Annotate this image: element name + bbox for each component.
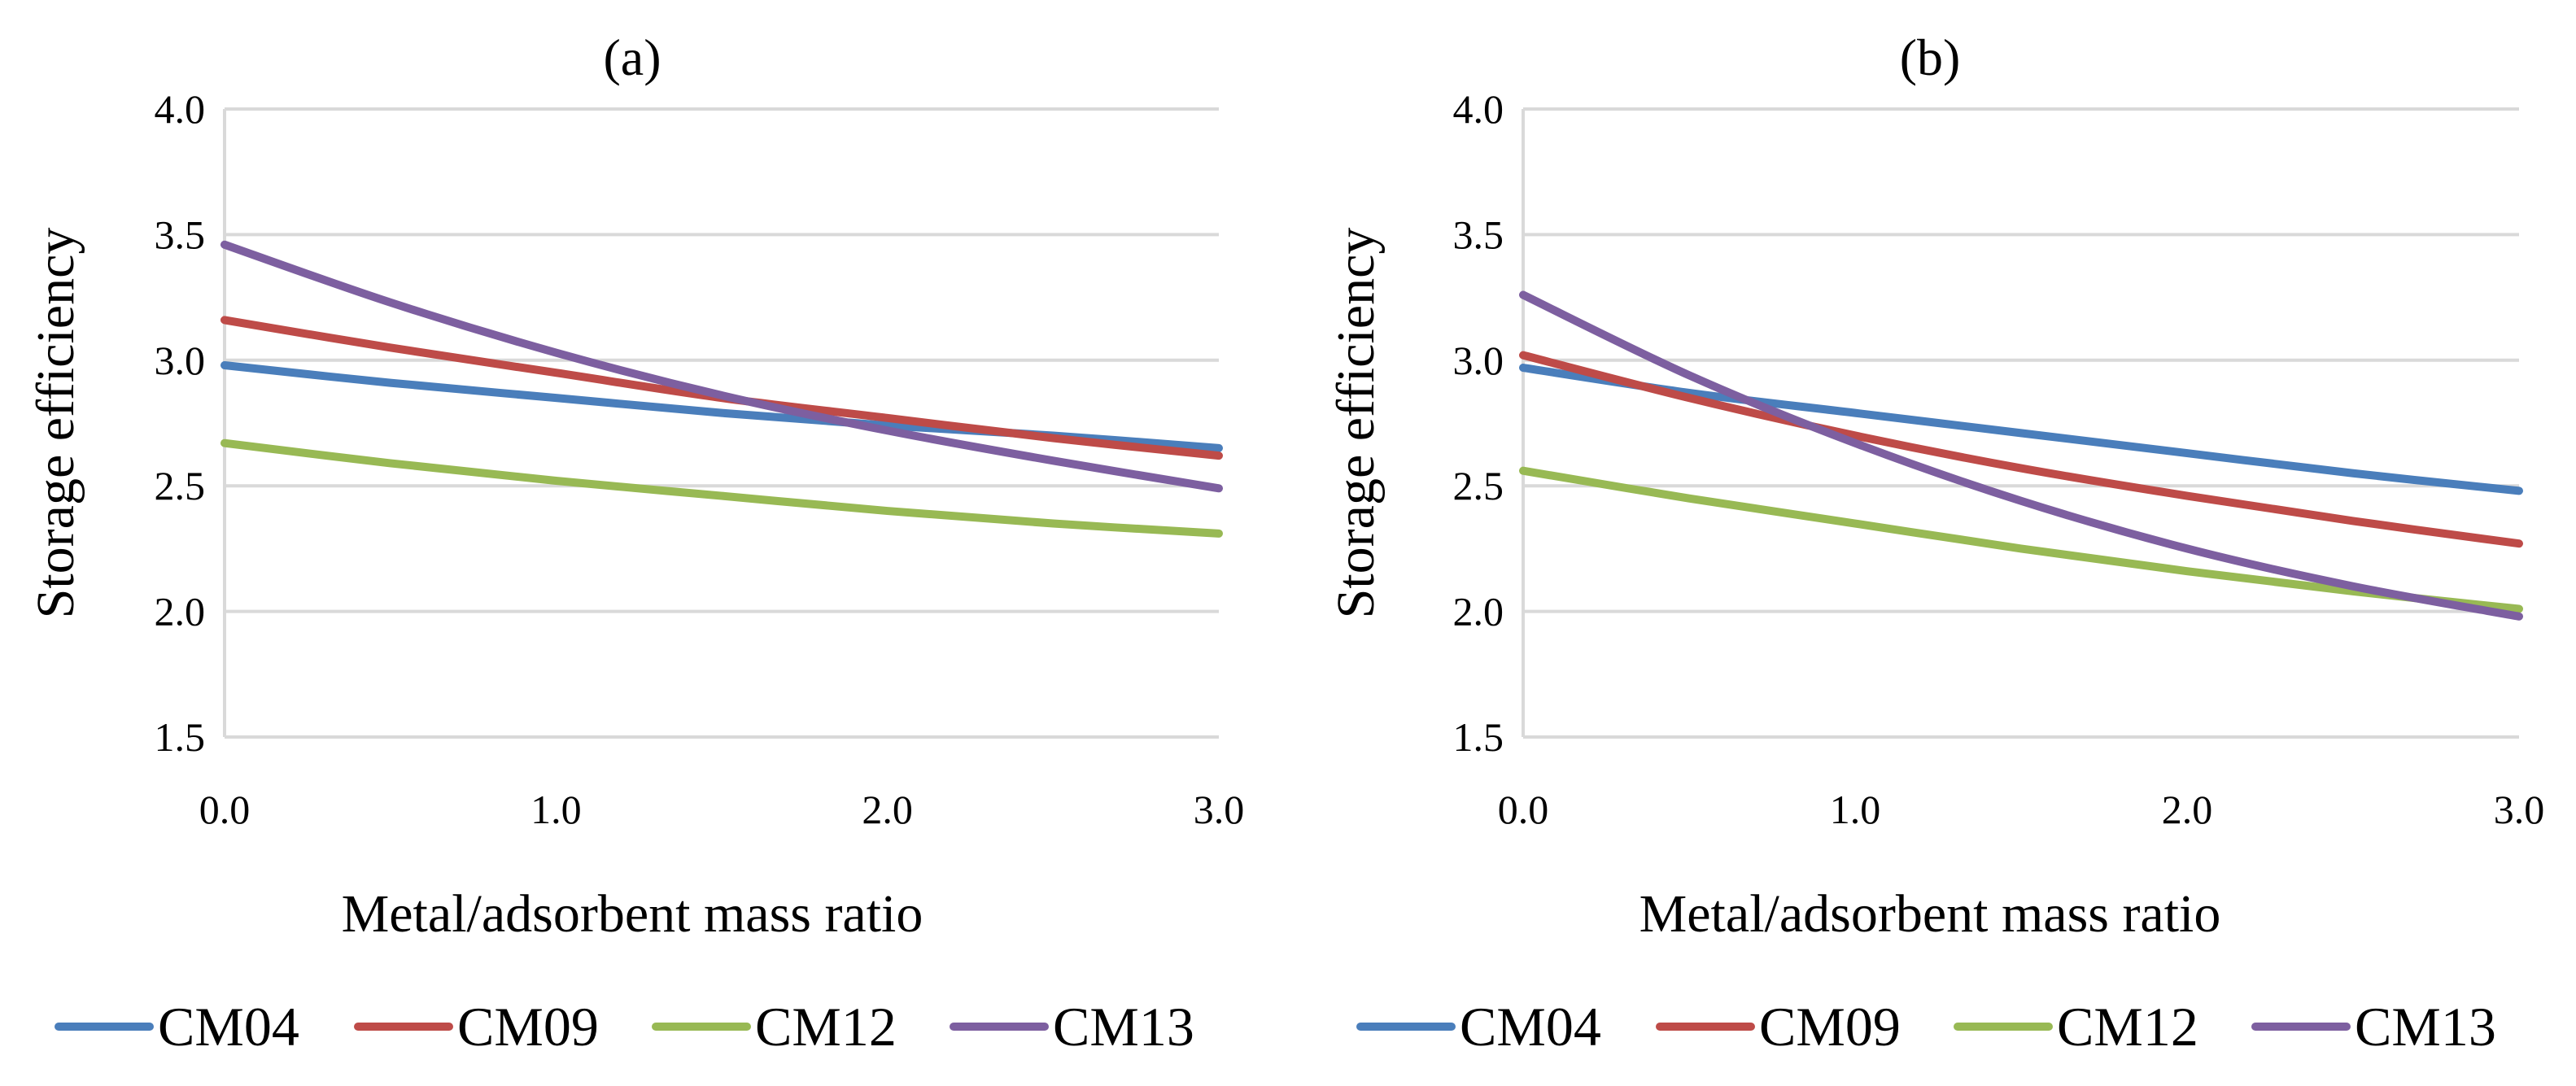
- series-line-cm09: [1519, 351, 2523, 548]
- legend-label-cm12: CM12: [755, 996, 897, 1058]
- x-tick-labels: 0.0 1.0 2.0 3.0: [1498, 787, 2545, 832]
- legend-label-cm13: CM13: [1053, 996, 1194, 1058]
- x-tick-label: 3.0: [1194, 787, 1245, 832]
- gridlines: [225, 107, 1219, 739]
- y-tick-label: 2.5: [155, 463, 206, 508]
- series-line-cm13: [220, 240, 1223, 493]
- y-axis-label: Storage efficiency: [1326, 228, 1386, 619]
- x-tick-label: 0.0: [199, 787, 251, 832]
- x-tick-labels: 0.0 1.0 2.0 3.0: [199, 787, 1245, 832]
- chart-title: (b): [1900, 28, 1961, 86]
- legend-label-cm09: CM09: [1759, 996, 1901, 1058]
- x-axis-label: Metal/adsorbent mass ratio: [1639, 884, 2221, 944]
- x-axis-label: Metal/adsorbent mass ratio: [342, 884, 923, 944]
- chart-panel-b: (b) 1.5 2.0 2.5 3.0 3.5 4.0 0.0 1.0 2.0 3.0 Stor…: [1326, 28, 2544, 1058]
- y-tick-label: 3.0: [1453, 338, 1504, 383]
- legend-label-cm04: CM04: [158, 996, 299, 1058]
- y-tick-label: 4.0: [1453, 86, 1504, 132]
- y-tick-label: 3.5: [155, 212, 206, 257]
- series-lines: [1519, 290, 2523, 621]
- y-tick-label: 3.0: [155, 338, 206, 383]
- x-tick-label: 1.0: [530, 787, 582, 832]
- y-tick-label: 2.5: [1453, 463, 1504, 508]
- series-line-cm04: [1519, 364, 2523, 495]
- legend-label-cm12: CM12: [2057, 996, 2198, 1058]
- chart-panel-a: (a) 1.5 2.0 2.5 3.0 3.5 4.0 0.0 1.0 2.0 3.0 Stor…: [26, 28, 1244, 1058]
- legend-label-cm09: CM09: [457, 996, 599, 1058]
- x-tick-label: 2.0: [862, 787, 913, 832]
- y-tick-label: 3.5: [1453, 212, 1504, 257]
- x-tick-label: 1.0: [1830, 787, 1881, 832]
- series-line-cm12: [1519, 466, 2523, 613]
- legend-label-cm13: CM13: [2355, 996, 2496, 1058]
- gridlines: [1523, 107, 2519, 739]
- series-line-cm12: [220, 438, 1223, 538]
- legend: CM04 CM09 CM12 CM13: [55, 996, 1194, 1058]
- chart-title: (a): [603, 28, 661, 86]
- legend: CM04 CM09 CM12 CM13: [1356, 996, 2496, 1058]
- y-tick-label: 2.0: [1453, 589, 1504, 635]
- x-tick-label: 3.0: [2494, 787, 2545, 832]
- y-tick-label: 2.0: [155, 589, 206, 635]
- y-tick-label: 1.5: [155, 714, 206, 760]
- y-tick-label: 4.0: [155, 86, 206, 132]
- series-lines: [220, 240, 1223, 538]
- x-tick-label: 2.0: [2162, 787, 2213, 832]
- y-tick-labels: 1.5 2.0 2.5 3.0 3.5 4.0: [1453, 86, 1504, 760]
- series-line-cm04: [220, 360, 1223, 452]
- y-axis-label: Storage efficiency: [26, 228, 85, 619]
- legend-label-cm04: CM04: [1460, 996, 1601, 1058]
- y-tick-label: 1.5: [1453, 714, 1504, 760]
- y-tick-labels: 1.5 2.0 2.5 3.0 3.5 4.0: [155, 86, 206, 760]
- series-line-cm13: [1519, 290, 2523, 621]
- x-tick-label: 0.0: [1498, 787, 1549, 832]
